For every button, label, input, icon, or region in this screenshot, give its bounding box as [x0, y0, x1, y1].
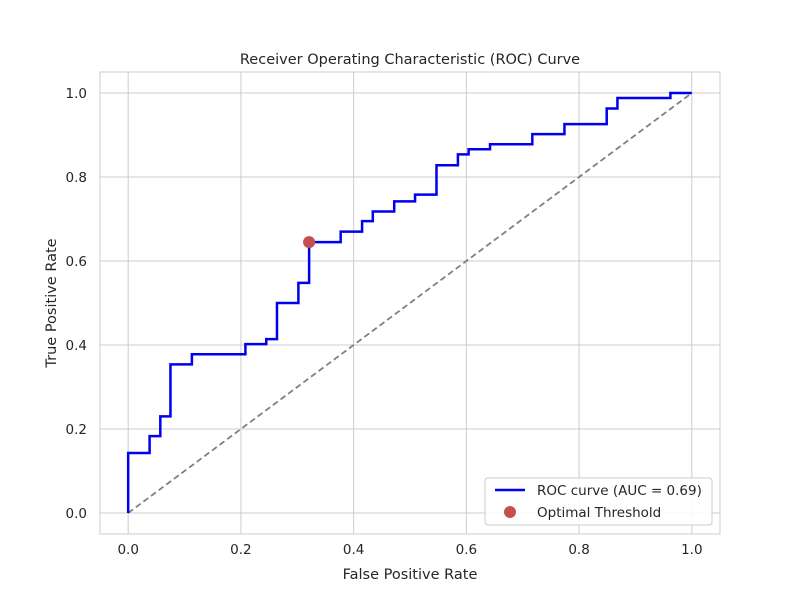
x-axis-label: False Positive Rate: [343, 567, 478, 583]
y-tick-label: 0.2: [66, 422, 87, 438]
y-tick-label: 0.8: [66, 170, 87, 186]
random-baseline-line: [127, 92, 693, 514]
y-axis-label: True Positive Rate: [44, 238, 60, 368]
legend-roc-label: ROC curve (AUC = 0.69): [537, 483, 702, 499]
roc-curve-line: [126, 91, 692, 513]
x-tick-label: 0.2: [230, 542, 251, 558]
x-tick-label: 0.8: [568, 542, 589, 558]
legend-optimal-swatch: [504, 506, 516, 518]
legend: ROC curve (AUC = 0.69) Optimal Threshold: [484, 477, 713, 526]
y-tick-label: 0.0: [66, 506, 87, 522]
x-tick-label: 1.0: [681, 542, 702, 558]
series-layer: [126, 91, 693, 514]
chart-title: Receiver Operating Characteristic (ROC) …: [240, 52, 580, 68]
y-tick-label: 0.4: [66, 338, 87, 354]
x-tick-labels: 0.0 0.2 0.4 0.6 0.8 1.0: [117, 542, 702, 558]
x-tick-label: 0.4: [343, 542, 364, 558]
optimal-threshold-point: [303, 236, 316, 249]
y-tick-label: 1.0: [66, 86, 87, 102]
legend-box: [484, 477, 713, 526]
y-tick-labels: 0.0 0.2 0.4 0.6 0.8 1.0: [66, 86, 87, 522]
x-tick-label: 0.6: [456, 542, 477, 558]
y-tick-label: 0.6: [66, 254, 87, 270]
legend-optimal-label: Optimal Threshold: [537, 505, 661, 521]
x-tick-label: 0.0: [117, 542, 138, 558]
